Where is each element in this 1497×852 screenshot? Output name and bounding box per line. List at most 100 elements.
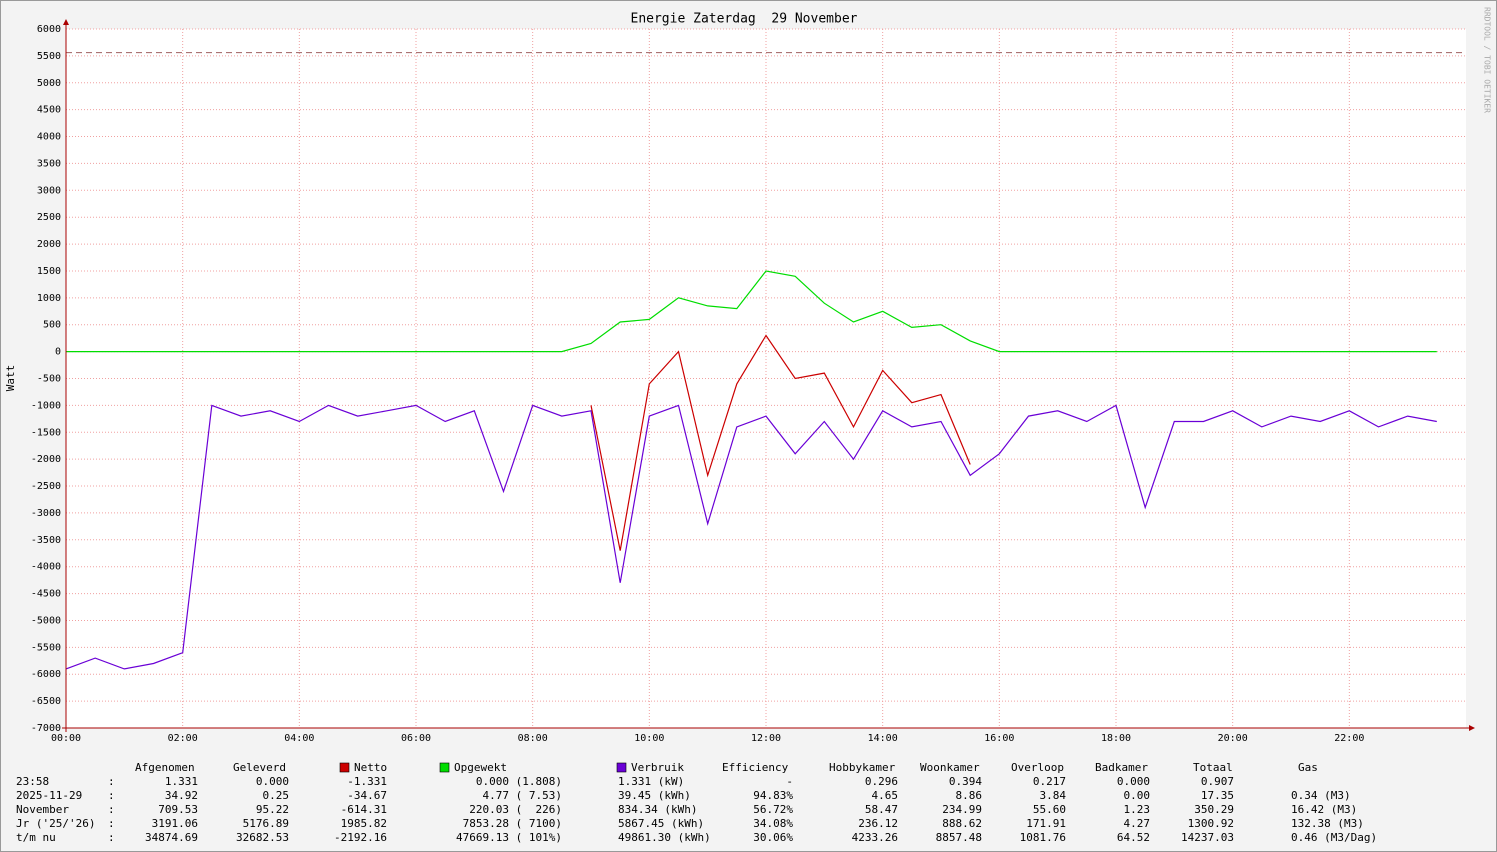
column-header: Geleverd xyxy=(233,761,286,774)
x-tick-label: 04:00 xyxy=(284,733,314,744)
cell: 0.394 xyxy=(949,775,982,788)
y-tick-label: -1000 xyxy=(31,400,61,411)
x-tick-label: 10:00 xyxy=(634,733,664,744)
separator: : xyxy=(108,789,115,802)
cell: 0.25 xyxy=(263,789,290,802)
separator: : xyxy=(108,803,115,816)
cell: 0.000 xyxy=(1117,775,1150,788)
y-tick-label: 2000 xyxy=(37,239,61,250)
row-label: t/m nu xyxy=(16,831,56,844)
y-tick-label: -4500 xyxy=(31,589,61,600)
cell: 16.42 (M3) xyxy=(1291,803,1357,816)
y-tick-label: 5500 xyxy=(37,51,61,62)
cell: 5867.45 (kWh) xyxy=(618,817,704,830)
x-tick-label: 12:00 xyxy=(751,733,781,744)
cell: 0.46 (M3/Dag) xyxy=(1291,831,1377,844)
separator: : xyxy=(108,775,115,788)
cell: 888.62 xyxy=(942,817,982,830)
cell: 0.907 xyxy=(1201,775,1234,788)
cell: 34.08% xyxy=(753,817,793,830)
cell: 0.296 xyxy=(865,775,898,788)
separator: : xyxy=(108,831,115,844)
cell: 234.99 xyxy=(942,803,982,816)
x-tick-label: 08:00 xyxy=(518,733,548,744)
row-label: Jr ('25/'26) xyxy=(16,817,95,830)
series-line xyxy=(66,270,1437,353)
cell: 171.91 xyxy=(1026,817,1066,830)
cell: 4.65 xyxy=(872,789,899,802)
y-axis-label: Watt xyxy=(4,365,17,392)
column-header: Efficiency xyxy=(722,761,789,774)
y-tick-label: -7000 xyxy=(31,723,61,734)
cell: 1985.82 xyxy=(341,817,387,830)
column-header: Totaal xyxy=(1193,761,1233,774)
cell: 0.00 xyxy=(1124,789,1151,802)
series-line xyxy=(65,404,1437,670)
y-tick-label: 1500 xyxy=(37,266,61,277)
cell: 30.06% xyxy=(753,831,793,844)
cell: 34.92 xyxy=(165,789,198,802)
y-tick-label: -2500 xyxy=(31,481,61,492)
row-label: 23:58 xyxy=(16,775,49,788)
separator: : xyxy=(108,817,115,830)
cell: 220.03 ( 226) xyxy=(469,803,562,816)
chart-title: Energie Zaterdag 29 November xyxy=(631,12,858,27)
legend-swatch xyxy=(439,762,450,773)
cell: 7853.28 ( 7100) xyxy=(463,817,562,830)
cell: 94.83% xyxy=(753,789,793,802)
y-tick-label: -4000 xyxy=(31,562,61,573)
cell: 0.34 (M3) xyxy=(1291,789,1351,802)
cell: 350.29 xyxy=(1194,803,1234,816)
cell: 132.38 (M3) xyxy=(1291,817,1364,830)
cell: 64.52 xyxy=(1117,831,1150,844)
cell: 1300.92 xyxy=(1188,817,1234,830)
cell: 32682.53 xyxy=(236,831,289,844)
column-header: Badkamer xyxy=(1095,761,1148,774)
y-tick-label: -3000 xyxy=(31,508,61,519)
cell: 4.77 ( 7.53) xyxy=(483,789,562,802)
y-tick-label: -6000 xyxy=(31,669,61,680)
y-tick-label: 3500 xyxy=(37,158,61,169)
axis-arrow xyxy=(1469,725,1475,731)
x-tick-label: 06:00 xyxy=(401,733,431,744)
y-tick-label: -6500 xyxy=(31,696,61,707)
cell: 8857.48 xyxy=(936,831,982,844)
cell: 0.217 xyxy=(1033,775,1066,788)
x-tick-label: 18:00 xyxy=(1101,733,1131,744)
column-header: Hobbykamer xyxy=(829,761,896,774)
cell: 1081.76 xyxy=(1020,831,1066,844)
column-header: Woonkamer xyxy=(920,761,980,774)
cell: 1.23 xyxy=(1124,803,1151,816)
cell: -1.331 xyxy=(347,775,387,788)
cell: 4233.26 xyxy=(852,831,898,844)
cell: 47669.13 ( 101%) xyxy=(456,831,562,844)
x-tick-label: 20:00 xyxy=(1218,733,1248,744)
y-tick-label: -500 xyxy=(37,374,61,385)
x-tick-label: 14:00 xyxy=(868,733,898,744)
cell: 834.34 (kWh) xyxy=(618,803,697,816)
legend-swatch xyxy=(339,762,350,773)
x-tick-label: 00:00 xyxy=(51,733,81,744)
y-tick-label: 3000 xyxy=(37,185,61,196)
y-tick-label: -2000 xyxy=(31,454,61,465)
cell: 39.45 (kWh) xyxy=(618,789,691,802)
y-tick-label: 4000 xyxy=(37,132,61,143)
marks xyxy=(65,270,1437,670)
cell: 49861.30 (kWh) xyxy=(618,831,711,844)
legend-label: Opgewekt xyxy=(454,761,507,774)
y-tick-label: 5000 xyxy=(37,78,61,89)
y-tick-label: -5500 xyxy=(31,642,61,653)
cell: 14237.03 xyxy=(1181,831,1234,844)
watermark: RRDTOOL / TOBI OETIKER xyxy=(1483,7,1492,113)
cell: 0.000 (1.808) xyxy=(476,775,562,788)
legend-label: Verbruik xyxy=(631,761,684,774)
cell: 56.72% xyxy=(753,803,793,816)
row-label: November xyxy=(16,803,69,816)
cell: 3191.06 xyxy=(152,817,198,830)
cell: 95.22 xyxy=(256,803,289,816)
cell: 17.35 xyxy=(1201,789,1234,802)
cell: -614.31 xyxy=(341,803,387,816)
legend-label: Netto xyxy=(354,761,387,774)
y-tick-label: -3500 xyxy=(31,535,61,546)
